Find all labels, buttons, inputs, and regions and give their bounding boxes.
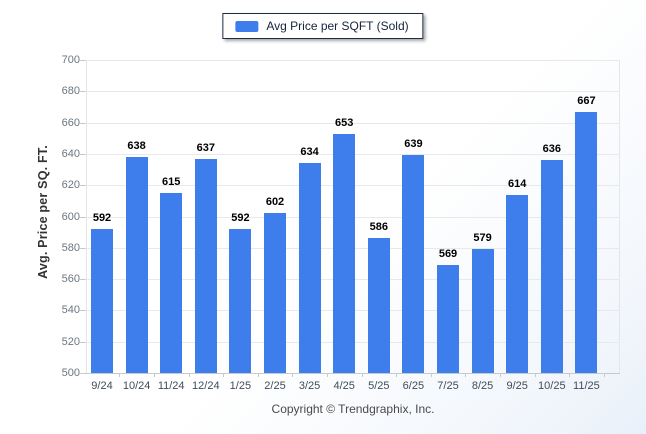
y-tick-label: 700 [61, 54, 80, 66]
x-tick-mark [188, 373, 190, 377]
bar-value-label: 667 [577, 94, 596, 107]
y-tick-label: 580 [61, 241, 80, 254]
y-tick-mark [80, 373, 86, 374]
x-tick-mark [292, 373, 294, 377]
y-tick-label: 660 [61, 116, 80, 129]
bar-value-label: 569 [438, 248, 458, 260]
x-tick-mark [119, 373, 121, 377]
x-tick-mark [499, 373, 501, 377]
bar-value-label: 592 [92, 212, 112, 225]
legend-label: Avg Price per SQFT (Sold) [266, 19, 409, 33]
bar-value-label: 614 [508, 177, 527, 190]
bar-2/25 [264, 213, 286, 373]
x-tick-label: 3/25 [298, 380, 321, 392]
gridline-680 [86, 91, 620, 93]
x-tick-mark [396, 373, 398, 377]
x-tick-mark [603, 373, 605, 377]
bar-value-label: 637 [196, 141, 215, 154]
y-tick-mark [80, 216, 86, 218]
bar-11/25 [575, 111, 598, 373]
bar-8/25 [471, 249, 494, 373]
bar-value-label: 579 [473, 232, 492, 245]
bar-value-label: 586 [369, 221, 388, 234]
x-tick-label: 9/25 [506, 380, 528, 392]
copyright-text: Copyright © Trendgraphix, Inc. [271, 402, 435, 416]
x-tick-label: 11/24 [157, 380, 185, 392]
bar-6/25 [402, 155, 425, 373]
x-tick-label: 10/24 [122, 380, 151, 392]
gridline-660 [86, 122, 620, 124]
y-tick-label: 520 [61, 335, 80, 348]
bar-12/24 [194, 158, 217, 373]
y-tick-mark [80, 122, 86, 124]
x-tick-label: 10/25 [538, 380, 566, 392]
y-tick-mark [80, 247, 86, 249]
y-tick-label: 500 [61, 367, 80, 379]
bar-9/24 [91, 229, 113, 373]
x-tick-mark [534, 373, 536, 377]
y-tick-label: 560 [61, 273, 80, 286]
x-tick-label: 8/25 [471, 380, 494, 392]
bar-value-label: 639 [404, 138, 423, 151]
x-tick-label: 5/25 [368, 380, 390, 392]
bar-value-label: 636 [542, 143, 561, 156]
y-tick-label: 640 [61, 147, 80, 160]
bar-value-label: 592 [231, 212, 250, 225]
x-tick-mark [465, 373, 467, 377]
x-tick-mark [430, 373, 432, 377]
y-tick-label: 680 [61, 85, 80, 98]
bar-3/25 [298, 163, 321, 373]
gridline-500 [86, 373, 620, 374]
x-tick-label: 9/24 [91, 380, 113, 392]
bar-4/25 [333, 133, 356, 373]
bar-9/25 [506, 194, 529, 373]
bar-5/25 [367, 238, 390, 373]
y-tick-mark [80, 310, 86, 312]
y-tick-mark [80, 153, 86, 155]
x-tick-label: 4/25 [333, 380, 355, 392]
x-tick-label: 1/25 [229, 380, 252, 392]
bar-11/24 [160, 193, 183, 373]
x-tick-mark [223, 373, 225, 377]
y-tick-label: 600 [61, 210, 80, 223]
bar-10/24 [125, 157, 148, 373]
x-tick-label: 11/25 [573, 380, 600, 392]
y-tick-label: 540 [61, 304, 80, 317]
x-tick-mark [361, 373, 363, 377]
x-tick-mark [153, 373, 155, 377]
bar-1/25 [229, 229, 252, 373]
bar-10/25 [540, 160, 563, 373]
x-tick-label: 2/25 [264, 380, 286, 392]
bar-value-label: 602 [265, 196, 285, 209]
y-tick-mark [80, 91, 86, 93]
bar-7/25 [437, 265, 459, 373]
bar-value-label: 653 [335, 116, 354, 129]
y-tick-mark [80, 279, 86, 281]
legend-swatch-icon [235, 20, 259, 32]
x-tick-label: 6/25 [402, 380, 425, 392]
y-tick-mark [80, 341, 86, 343]
chart-legend: Avg Price per SQFT (Sold) [222, 13, 424, 39]
x-tick-label: 12/24 [192, 380, 220, 392]
bar-value-label: 634 [300, 146, 319, 159]
x-tick-label: 7/25 [437, 380, 459, 392]
bar-value-label: 615 [162, 176, 181, 189]
y-tick-mark [80, 60, 86, 61]
plot-area [86, 60, 620, 374]
bar-value-label: 638 [127, 140, 146, 153]
y-tick-mark [80, 185, 86, 187]
x-tick-mark [569, 373, 571, 377]
gridline-700 [86, 60, 620, 61]
x-tick-mark [257, 373, 259, 377]
y-tick-label: 620 [61, 179, 80, 192]
x-tick-mark [326, 373, 328, 377]
